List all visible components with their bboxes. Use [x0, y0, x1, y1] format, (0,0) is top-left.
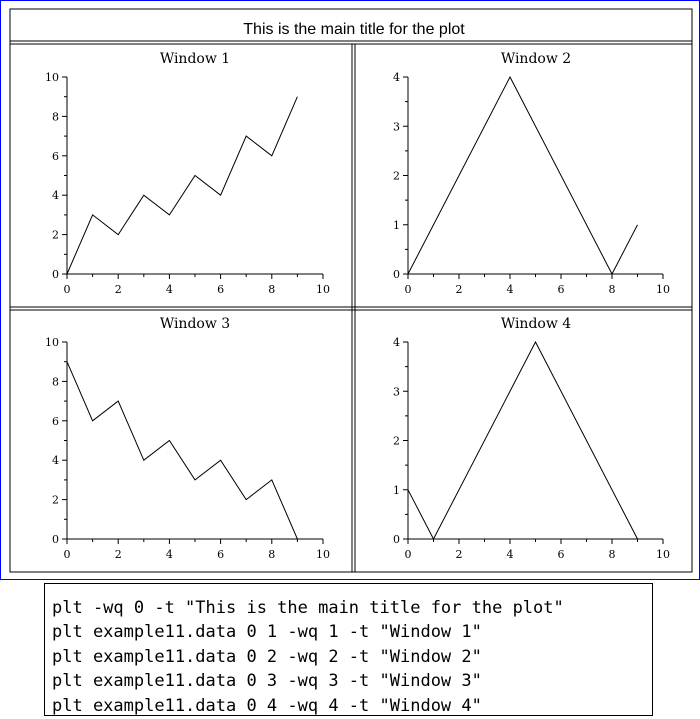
- x-tick-label: 0: [405, 548, 412, 561]
- data-point: [407, 489, 409, 491]
- data-point: [169, 440, 171, 442]
- x-tick-label: 2: [115, 548, 122, 561]
- data-point: [194, 175, 196, 177]
- main-title: This is the main title for the plot: [243, 21, 465, 38]
- outer-border: [9, 8, 693, 573]
- y-tick-label: 2: [393, 170, 400, 183]
- y-tick-label: 2: [393, 435, 400, 448]
- x-tick-label: 6: [558, 548, 565, 561]
- x-tick-label: 2: [115, 283, 122, 296]
- command-line: plt example11.data 0 3 -wq 3 -t "Window …: [52, 671, 482, 692]
- x-tick-label: 8: [268, 283, 275, 296]
- data-point: [433, 538, 435, 540]
- data-point: [169, 214, 171, 216]
- command-listing: plt -wq 0 -t "This is the main title for…: [44, 583, 653, 716]
- data-point: [637, 224, 639, 226]
- y-tick-label: 2: [52, 494, 59, 507]
- data-point: [92, 420, 94, 422]
- command-line: plt example11.data 0 2 -wq 2 -t "Window …: [52, 646, 482, 667]
- panel-title: Window 4: [501, 316, 571, 332]
- chart-panel-2: Window 2 0 2 4 6 8 10 0 1 2 3 4: [393, 51, 670, 296]
- x-tick-label: 4: [166, 548, 173, 561]
- x-tick-label: 2: [456, 548, 463, 561]
- x-tick-label: 10: [316, 548, 330, 561]
- data-point: [66, 361, 68, 363]
- data-point: [297, 538, 299, 540]
- x-tick-label: 4: [507, 548, 514, 561]
- series-line: [66, 361, 298, 540]
- x-tick-label: 4: [507, 283, 514, 296]
- data-point: [245, 135, 247, 137]
- data-point: [271, 479, 273, 481]
- y-tick-label: 1: [393, 219, 400, 232]
- chart-panel-3: Window 3 0 2 4 6 8 10 0 2 4 6 8 10: [45, 316, 330, 561]
- y-tick-label: 2: [52, 229, 59, 242]
- series-line: [407, 340, 638, 541]
- data-point: [117, 400, 119, 402]
- x-tick-label: 10: [656, 283, 670, 296]
- data-point: [117, 234, 119, 236]
- command-line: plt example11.data 0 4 -wq 4 -t "Window …: [52, 695, 482, 716]
- data-point: [611, 273, 613, 275]
- y-tick-label: 4: [393, 71, 400, 84]
- data-point: [271, 155, 273, 157]
- data-point: [143, 459, 145, 461]
- data-point: [509, 76, 511, 78]
- panel-title: Window 3: [160, 316, 230, 332]
- y-tick-label: 3: [393, 120, 400, 133]
- data-point: [637, 538, 639, 540]
- x-tick-label: 8: [609, 548, 616, 561]
- y-tick-label: 10: [45, 71, 59, 84]
- y-tick-label: 0: [52, 533, 59, 546]
- x-tick-label: 0: [405, 283, 412, 296]
- data-point: [297, 96, 299, 98]
- chart-panel-4: Window 4 0 2 4 6 8 10 0 1 2 3 4: [393, 316, 670, 561]
- y-tick-label: 1: [393, 484, 400, 497]
- x-tick-label: 0: [64, 283, 71, 296]
- command-line: plt example11.data 0 1 -wq 1 -t "Window …: [52, 622, 482, 643]
- data-point: [143, 194, 145, 196]
- data-point: [407, 273, 409, 275]
- data-point: [194, 479, 196, 481]
- y-tick-label: 0: [393, 268, 400, 281]
- y-tick-label: 4: [393, 336, 400, 349]
- series-line: [66, 96, 298, 275]
- x-tick-label: 6: [217, 548, 224, 561]
- data-point: [66, 273, 68, 275]
- y-tick-label: 10: [45, 336, 59, 349]
- y-tick-label: 8: [52, 375, 59, 388]
- x-tick-label: 6: [558, 283, 565, 296]
- y-tick-label: 6: [52, 415, 59, 428]
- y-tick-label: 8: [52, 110, 59, 123]
- x-tick-label: 10: [656, 548, 670, 561]
- x-tick-label: 6: [217, 283, 224, 296]
- x-tick-label: 8: [609, 283, 616, 296]
- x-tick-label: 4: [166, 283, 173, 296]
- y-tick-label: 6: [52, 150, 59, 163]
- panel-title: Window 2: [501, 51, 571, 67]
- series-line: [407, 75, 638, 276]
- x-tick-label: 8: [268, 548, 275, 561]
- command-line: plt -wq 0 -t "This is the main title for…: [52, 598, 564, 618]
- data-point: [92, 214, 94, 216]
- panel-title: Window 1: [160, 51, 230, 67]
- data-point: [535, 341, 537, 343]
- y-tick-label: 0: [52, 268, 59, 281]
- x-tick-label: 2: [456, 283, 463, 296]
- chart-panel-1: Window 1 0 2 4 6 8 10 0 2 4 6 8 10: [45, 51, 330, 296]
- data-point: [245, 499, 247, 501]
- data-point: [220, 459, 222, 461]
- y-tick-label: 4: [52, 189, 59, 202]
- x-tick-label: 0: [64, 548, 71, 561]
- x-tick-label: 10: [316, 283, 330, 296]
- y-tick-label: 4: [52, 454, 59, 467]
- y-tick-label: 0: [393, 533, 400, 546]
- y-tick-label: 3: [393, 385, 400, 398]
- plot-canvas: This is the main title for the plot Wind…: [9, 8, 693, 573]
- plot-frame: This is the main title for the plot Wind…: [0, 0, 700, 580]
- data-point: [220, 194, 222, 196]
